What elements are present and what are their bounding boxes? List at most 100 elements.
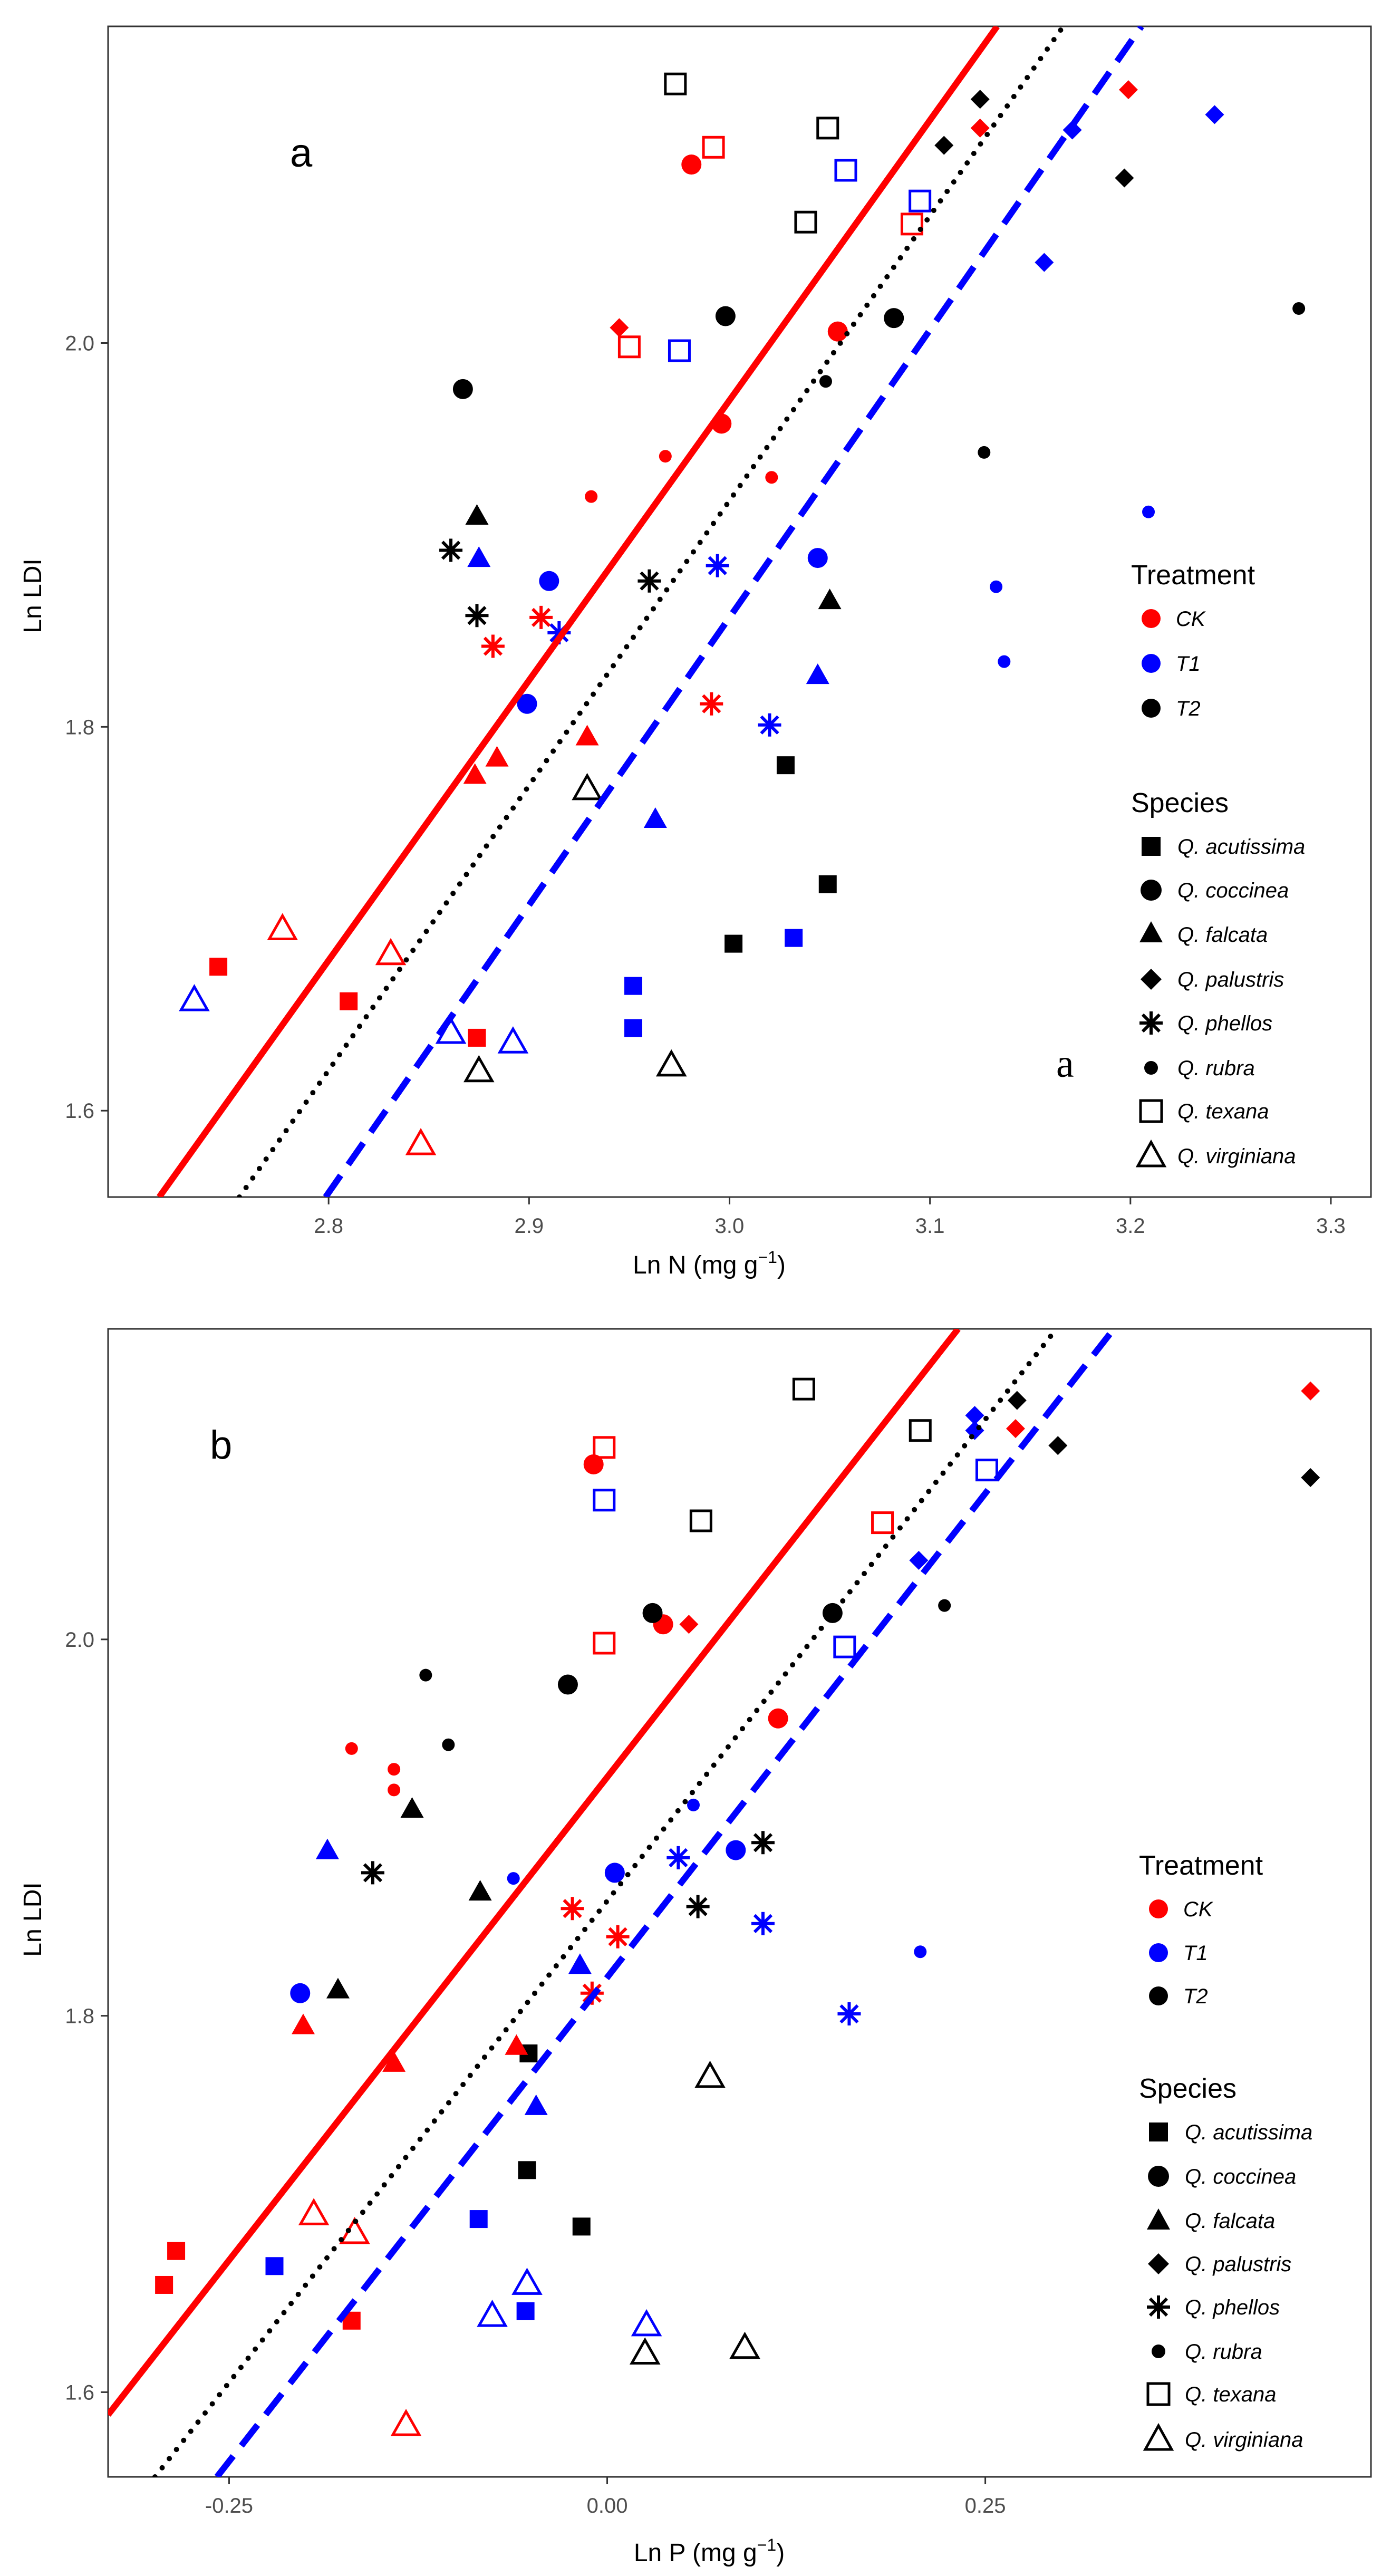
panel-a-point-phellos-t1 <box>758 713 781 737</box>
panel-b-legend-ck-key <box>1149 1899 1168 1918</box>
panel-b-fit-line-t1 <box>214 1329 1117 2477</box>
panel-a-point-virginiana-t2 <box>655 1049 687 1077</box>
panel-b-legend-t2-label: T2 <box>1183 1985 1208 2008</box>
panel-a-point-texana-ck <box>617 335 641 359</box>
panel-a-point-texana-t2 <box>794 210 817 234</box>
panel-b-point-falcata-ck <box>292 2013 315 2034</box>
panel-a-point-texana-t2 <box>664 72 687 95</box>
panel-a-point-coccinea-t1 <box>517 693 537 714</box>
panel-b-point-palustris-t1 <box>909 1550 929 1570</box>
panel-b-plot: -0.25 0.00 0.25 1.6 1.8 2.0 <box>65 1328 1372 2517</box>
panel-a-point-rubra-ck <box>585 490 598 503</box>
panel-b-legend-phellos-label: Q. phellos <box>1185 2296 1280 2319</box>
panel-a-legend-acutissima-label: Q. acutissima <box>1177 835 1305 858</box>
panel-a-legend-texana-key <box>1139 1099 1163 1123</box>
panel-a-legend-palustris-label: Q. palustris <box>1177 968 1284 991</box>
panel-b-point-rubra-ck <box>345 1742 358 1755</box>
panel-a-point-acutissima-t2 <box>725 934 743 953</box>
panel-b-legend-phellos-key <box>1147 2295 1170 2319</box>
panel-a-point-acutissima-ck <box>340 992 358 1010</box>
panel-b-point-falcata-ck <box>382 2051 406 2072</box>
panel-b-point-palustris-ck <box>1006 1419 1025 1439</box>
panel-b-point-phellos-ck <box>606 1925 630 1948</box>
panel-a-x-tick-label: 3.0 <box>715 1214 745 1238</box>
panel-b-point-virginiana-t2 <box>694 2060 726 2088</box>
panel-b-point-virginiana-ck <box>390 2409 422 2436</box>
panel-a-legend-rubra-key <box>1144 1061 1158 1075</box>
panel-b-legend-texana-key <box>1146 2382 1171 2406</box>
panel-a-x-tick-label: 3.1 <box>915 1214 945 1238</box>
panel-b-point-phellos-t1 <box>751 1912 775 1935</box>
panel-a-legend-virginiana-label: Q. virginiana <box>1177 1145 1296 1168</box>
panel-b-point-falcata-t2 <box>468 1880 492 1901</box>
panel-b-label: b <box>210 1423 232 1468</box>
panel-a-legend-palustris-key <box>1141 969 1162 990</box>
panel-b-legend-species-title: Species <box>1139 2073 1237 2104</box>
panel-a-point-acutissima-t1 <box>624 977 643 995</box>
plot-layer: 2.8 2.9 3.0 3.1 3.2 3.3 1.6 1.8 2.0 -0.25 0.00 0.25… <box>65 25 1372 2517</box>
panel-b-point-acutissima-ck <box>155 2275 173 2294</box>
panel-b-legend-acutissima-label: Q. acutissima <box>1185 2121 1312 2144</box>
panel-b-point-acutissima-ck <box>167 2242 186 2260</box>
panel-a-point-coccinea-t2 <box>452 379 473 399</box>
panel-b-point-falcata-t2 <box>326 1977 350 1999</box>
panel-a-legend-treatment: Treatment CK T1 T2 <box>1131 560 1255 720</box>
panel-b-legend-palustris-label: Q. palustris <box>1185 2253 1291 2276</box>
panel-b-point-texana-ck <box>593 1436 616 1459</box>
panel-b-point-falcata-t1 <box>524 2094 548 2115</box>
panel-a-point-rubra-t1 <box>990 580 1003 593</box>
panel-b-point-coccinea-ck <box>583 1454 604 1474</box>
panel-a-point-phellos-t1 <box>706 554 729 577</box>
panel-a-point-rubra-t2 <box>978 446 991 459</box>
panel-b-point-texana-t1 <box>833 1635 856 1658</box>
panel-b-point-rubra-t2 <box>419 1668 432 1682</box>
panel-b-point-falcata-ck <box>505 2034 528 2055</box>
panel-a-legend-ck-label: CK <box>1176 607 1206 631</box>
panel-a-x-axis-title-superscript: −1 <box>758 1248 777 1267</box>
panel-a: a a Ln LDI Ln N (mg g−1) Treatment CK T1… <box>19 131 1305 1279</box>
panel-a-point-virginiana-ck <box>375 938 407 966</box>
panel-b-point-rubra-t1 <box>507 1872 520 1885</box>
panel-a-fit-lines <box>157 26 1144 1197</box>
panel-a-legend-virginiana-key <box>1135 1139 1167 1168</box>
panel-a-legend-species-title: Species <box>1131 788 1229 818</box>
panel-b-fit-line-t2 <box>152 1329 1059 2477</box>
panel-b-point-rubra-t2 <box>938 1599 951 1612</box>
panel-b-point-palustris-t2 <box>1007 1391 1027 1410</box>
panel-b-legend-coccinea-label: Q. coccinea <box>1185 2165 1296 2188</box>
panel-a-x-axis-title: Ln N (mg g−1) <box>633 1248 786 1279</box>
panel-a-point-texana-t1 <box>834 159 857 182</box>
panel-a-point-phellos-ck <box>529 605 553 629</box>
panel-b-legend-t1-key <box>1149 1943 1168 1962</box>
panel-b-point-falcata-t1 <box>315 1838 339 1859</box>
panel-b-point-rubra-t2 <box>442 1738 455 1751</box>
panel-b-point-virginiana-ck <box>298 2198 330 2225</box>
panel-a-point-rubra-t2 <box>819 375 832 388</box>
panel-b-point-coccinea-t2 <box>557 1674 578 1695</box>
panel-a-x-axis-title-close: ) <box>777 1251 786 1279</box>
panel-a-point-texana-t2 <box>816 117 839 140</box>
panel-b-x-tick-label: 0.25 <box>965 2494 1006 2517</box>
panel-a-point-falcata-t2 <box>818 588 842 610</box>
panel-a-point-rubra-t1 <box>998 655 1011 668</box>
panel-a-label: a <box>290 131 313 176</box>
panel-b-x-tick-label: 0.00 <box>587 2494 628 2517</box>
panel-a-point-palustris-t1 <box>1205 105 1224 124</box>
panel-a-x-tick-label: 3.2 <box>1116 1214 1145 1238</box>
panel-b-y-tick-label: 1.6 <box>65 2381 94 2404</box>
panel-a-point-phellos-t2 <box>439 538 463 562</box>
panel-a-point-rubra-ck <box>659 450 672 463</box>
panel-b-x-axis-title-main: Ln P (mg g <box>634 2539 757 2567</box>
panel-a-point-virginiana-t1 <box>497 1026 529 1054</box>
panel-b-point-phellos-t1 <box>837 2002 861 2026</box>
panel-a-point-rubra-ck <box>765 471 778 484</box>
panel-a-x-tick-label: 2.8 <box>314 1214 343 1238</box>
panel-b-point-palustris-t1 <box>965 1406 984 1425</box>
panel-a-fit-line-t2 <box>237 26 1066 1197</box>
panel-a-point-coccinea-t2 <box>884 308 904 329</box>
panel-b-y-tick-label: 2.0 <box>65 1628 94 1652</box>
panel-a-point-coccinea-t1 <box>807 548 828 568</box>
panel-b-point-phellos-t2 <box>751 1831 775 1855</box>
panel-b-point-texana-t2 <box>689 1509 712 1532</box>
panel-a-point-virginiana-t2 <box>572 773 603 800</box>
